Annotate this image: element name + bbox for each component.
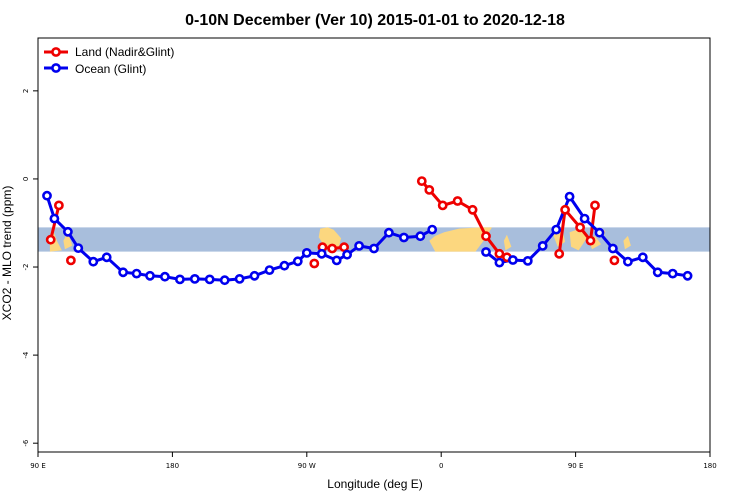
legend: Land (Nadir&Glint) Ocean (Glint) (44, 45, 174, 76)
series-1-point-12 (204, 274, 215, 285)
series-1-point-36 (579, 213, 590, 224)
x-tick-label-4: 90 E (568, 462, 584, 470)
series-0-point-0 (45, 234, 56, 245)
series-1-point-31 (508, 255, 518, 265)
series-0-point-10 (452, 196, 463, 206)
x-tick-label-1: 180 (166, 462, 179, 470)
series-1-point-19 (301, 247, 312, 258)
series-0-point-19 (590, 200, 600, 211)
x-tick-label-0: 90 E (30, 462, 46, 470)
series-1-point-2 (63, 226, 73, 237)
series-1-point-6 (118, 267, 128, 278)
y-tick-label-3: -4 (22, 351, 30, 359)
series-0-point-9 (437, 200, 448, 211)
series-1-point-43 (682, 270, 693, 281)
series-0-point-3 (309, 258, 320, 269)
series-1-point-29 (481, 247, 491, 257)
series-1-point-23 (354, 240, 364, 251)
series-1-point-37 (594, 227, 605, 238)
x-tick-label-3: 0 (439, 462, 443, 470)
x-tick-label-2: 90 W (298, 462, 316, 470)
plot-area: 90 E 180 90 W 0 90 E 180 2 0 -2 -4 -6 (22, 37, 717, 470)
series-0-point-13 (494, 248, 505, 259)
series-1-point-1 (49, 213, 60, 224)
y-axis-label: XCO2 - MLO trend (ppm) (0, 186, 14, 321)
y-tick-label-1: 0 (22, 177, 30, 181)
series-1-point-20 (316, 248, 327, 259)
series-1-point-42 (667, 268, 678, 279)
chart-title: 0-10N December (Ver 10) 2015-01-01 to 20… (185, 12, 565, 29)
plot-frame (37, 37, 711, 453)
map-land-9 (623, 235, 631, 250)
series-1-point-13 (219, 275, 230, 286)
map-land-3 (429, 227, 492, 252)
series-0-point-11 (467, 204, 478, 215)
series-0-point-18 (585, 235, 596, 246)
legend-ocean-marker (51, 63, 61, 73)
series-1-point-7 (131, 268, 142, 279)
series-1-point-17 (279, 260, 290, 271)
series-0-point-20 (609, 255, 620, 266)
series-0-point-2 (66, 255, 76, 266)
series-1-point-24 (369, 243, 379, 254)
series-0-point-15 (554, 248, 565, 259)
series-0-point-1 (54, 200, 64, 211)
series-1-point-40 (637, 252, 648, 263)
series-1-point-35 (564, 191, 575, 202)
series-0-point-16 (560, 204, 570, 215)
series-1-point-21 (331, 255, 342, 266)
y-tick-label-2: -2 (22, 264, 30, 271)
series-1-point-9 (159, 271, 170, 282)
map-land-6 (569, 228, 588, 251)
series-1-point-25 (383, 227, 394, 238)
series-1-point-41 (652, 267, 663, 278)
series-1-point-15 (249, 270, 260, 281)
series-1-point-5 (101, 252, 112, 263)
series-1-point-38 (608, 243, 618, 254)
series-1-point-28 (427, 224, 438, 235)
map-land-4 (503, 234, 512, 251)
series-1-point-4 (88, 256, 99, 267)
series-1-point-14 (234, 273, 245, 284)
series-1-point-18 (292, 256, 303, 267)
series-1-point-10 (174, 274, 185, 285)
series-0-point-5 (327, 243, 338, 254)
series-1-point-26 (398, 232, 409, 243)
series-1-point-0 (42, 190, 52, 201)
series-0-point-12 (481, 231, 491, 242)
series-1-point-34 (551, 224, 562, 235)
series-0-point-17 (575, 222, 585, 233)
series-1-point-32 (522, 255, 533, 266)
series-0-point-7 (416, 176, 427, 186)
y-tick-label-4: -6 (22, 439, 30, 447)
series-1-point-30 (494, 257, 505, 268)
series-1-point-16 (264, 265, 275, 275)
legend-land-label: Land (Nadir&Glint) (75, 45, 174, 59)
series-1-point-8 (145, 270, 155, 281)
series-0-point-8 (424, 184, 435, 195)
series-1-point-27 (415, 231, 426, 242)
x-tick-label-5: 180 (703, 462, 716, 470)
y-tick-label-0: 2 (22, 89, 30, 93)
series-0-point-6 (339, 242, 349, 253)
series-1-point-3 (73, 243, 84, 253)
x-axis-label: Longitude (deg E) (327, 477, 422, 491)
map-land-1 (63, 232, 73, 250)
series-1-point-22 (342, 249, 352, 260)
series-1-point-11 (189, 273, 200, 284)
series-1-point-33 (537, 240, 548, 251)
legend-ocean-label: Ocean (Glint) (75, 62, 146, 76)
series-1-point-39 (623, 256, 633, 267)
legend-land-marker (51, 47, 61, 57)
